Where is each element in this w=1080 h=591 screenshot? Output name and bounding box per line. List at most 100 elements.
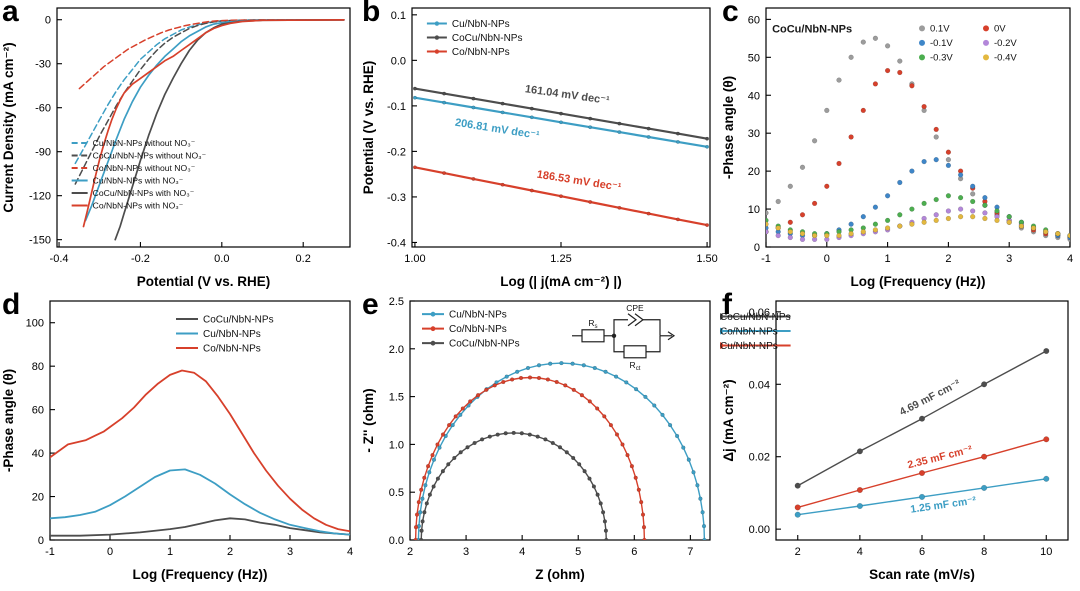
svg-text:Cu/NbN-NPs: Cu/NbN-NPs — [452, 19, 510, 30]
svg-text:CoCu/NbN-NPs with NO₃⁻: CoCu/NbN-NPs with NO₃⁻ — [93, 188, 195, 198]
svg-text:Co/NbN-NPs without NO₃⁻: Co/NbN-NPs without NO₃⁻ — [93, 163, 196, 173]
svg-text:1.25: 1.25 — [550, 253, 571, 265]
svg-text:6: 6 — [919, 546, 925, 558]
svg-text:Log (| j(mA cm⁻²) |): Log (| j(mA cm⁻²) |) — [500, 274, 621, 289]
svg-text:-0.1V: -0.1V — [930, 38, 953, 49]
bode-phase-line-chart: -1 0 1 2 3 4 0 20 40 60 80 100 Log (Frequency (Hz)) -… — [0, 293, 360, 586]
svg-text:161.04 mV dec⁻¹: 161.04 mV dec⁻¹ — [524, 83, 610, 107]
svg-text:Co/NbN-NPs with NO₃⁻: Co/NbN-NPs with NO₃⁻ — [93, 201, 184, 211]
svg-text:-Phase angle (θ): -Phase angle (θ) — [1, 369, 16, 472]
svg-text:4: 4 — [857, 546, 863, 558]
svg-text:0.0: 0.0 — [214, 253, 229, 265]
svg-text:- Z'' (ohm): - Z'' (ohm) — [361, 388, 376, 452]
svg-text:Cu/NbN-NPs with NO₃⁻: Cu/NbN-NPs with NO₃⁻ — [93, 176, 184, 186]
svg-text:2.0: 2.0 — [389, 344, 404, 356]
svg-text:-Phase angle (θ): -Phase angle (θ) — [721, 76, 736, 179]
svg-text:-90: -90 — [35, 147, 51, 159]
svg-text:3: 3 — [463, 546, 469, 558]
svg-text:20: 20 — [748, 166, 760, 178]
panel-d-bode-comparison: d -1 0 1 2 3 4 0 20 40 60 80 100 Log (Frequency (Hz)… — [0, 288, 360, 586]
svg-text:4: 4 — [519, 546, 525, 558]
panel-label-b: b — [362, 0, 381, 28]
panel-label-c: c — [722, 0, 739, 28]
svg-text:Current Density (mA cm⁻²): Current Density (mA cm⁻²) — [1, 42, 16, 212]
svg-text:-0.4: -0.4 — [50, 253, 69, 265]
svg-text:0V: 0V — [994, 24, 1006, 35]
panel-a-lsv: a -0.4 -0.2 0.0 0.2 0 -30 -60 -90 -120 -150 Potent… — [0, 0, 360, 293]
svg-text:-0.4: -0.4 — [387, 237, 406, 249]
panel-b-tafel: b 1.00 1.25 1.50 0.1 0.0 -0.1 -0.2 -0.3 -0.4 Log … — [360, 0, 720, 293]
svg-text:0.5: 0.5 — [389, 487, 404, 499]
capacitance-scan-rate-chart: 2 4 6 8 10 0.00 0.02 0.04 0.06 Scan rate (mV/s) Δj… — [716, 293, 1080, 586]
svg-text:186.53 mV dec⁻¹: 186.53 mV dec⁻¹ — [536, 169, 622, 194]
svg-text:60: 60 — [748, 14, 760, 26]
svg-text:Co/NbN-NPs: Co/NbN-NPs — [203, 343, 261, 354]
svg-text:0: 0 — [754, 242, 760, 254]
svg-text:0.0: 0.0 — [389, 535, 404, 547]
svg-text:CPE: CPE — [626, 303, 644, 313]
svg-text:10: 10 — [1040, 546, 1052, 558]
panel-label-f: f — [722, 288, 732, 321]
svg-text:40: 40 — [32, 448, 44, 460]
svg-text:-0.2V: -0.2V — [994, 38, 1017, 49]
svg-text:CoCu/NbN-NPs: CoCu/NbN-NPs — [449, 339, 520, 350]
svg-text:Δj (mA cm⁻²): Δj (mA cm⁻²) — [721, 379, 736, 461]
svg-text:100: 100 — [26, 318, 44, 330]
svg-text:Co/NbN-NPs: Co/NbN-NPs — [449, 324, 507, 335]
svg-text:-120: -120 — [29, 191, 51, 203]
svg-text:0: 0 — [38, 535, 44, 547]
svg-text:2.5: 2.5 — [389, 296, 404, 308]
svg-text:Potential (V vs. RHE): Potential (V vs. RHE) — [361, 61, 376, 195]
panel-label-e: e — [362, 288, 379, 321]
svg-text:0.2: 0.2 — [296, 253, 311, 265]
svg-text:Potential (V vs. RHE): Potential (V vs. RHE) — [137, 274, 271, 289]
svg-text:4: 4 — [1067, 253, 1073, 265]
svg-text:Co/NbN-NPs: Co/NbN-NPs — [720, 327, 778, 338]
svg-text:-0.3V: -0.3V — [930, 53, 953, 64]
svg-text:CoCu/NbN-NPs: CoCu/NbN-NPs — [452, 33, 523, 44]
svg-text:0.1: 0.1 — [391, 10, 406, 22]
svg-text:0.04: 0.04 — [749, 379, 770, 391]
svg-text:2: 2 — [795, 546, 801, 558]
svg-text:6: 6 — [631, 546, 637, 558]
svg-text:2.35 mF cm⁻²: 2.35 mF cm⁻² — [906, 443, 974, 471]
svg-text:-0.2: -0.2 — [131, 253, 150, 265]
svg-text:0: 0 — [824, 253, 830, 265]
tafel-slope-chart: 1.00 1.25 1.50 0.1 0.0 -0.1 -0.2 -0.3 -0.4 Log (|… — [360, 0, 720, 293]
svg-text:-1: -1 — [761, 253, 771, 265]
panel-label-a: a — [2, 0, 19, 28]
svg-text:-0.3: -0.3 — [387, 192, 406, 204]
svg-text:-30: -30 — [35, 59, 51, 71]
svg-text:-150: -150 — [29, 235, 51, 247]
svg-text:2: 2 — [407, 546, 413, 558]
svg-text:CoCu/NbN-NPs: CoCu/NbN-NPs — [720, 312, 791, 323]
svg-text:8: 8 — [981, 546, 987, 558]
nyquist-eis-chart: 2 3 4 5 6 7 0.0 0.5 1.0 1.5 2.0 2.5 Z (ohm) - Z'' (oh… — [360, 293, 720, 586]
svg-text:0: 0 — [107, 546, 113, 558]
svg-text:30: 30 — [748, 128, 760, 140]
svg-text:3: 3 — [1006, 253, 1012, 265]
svg-text:7: 7 — [687, 546, 693, 558]
svg-text:0.02: 0.02 — [749, 452, 770, 464]
svg-text:60: 60 — [32, 405, 44, 417]
svg-text:CoCu/NbN-NPs: CoCu/NbN-NPs — [772, 24, 852, 36]
svg-text:-0.1: -0.1 — [387, 101, 406, 113]
svg-text:-0.4V: -0.4V — [994, 53, 1017, 64]
svg-text:50: 50 — [748, 52, 760, 64]
svg-text:Log (Frequency (Hz)): Log (Frequency (Hz)) — [851, 274, 986, 289]
svg-text:CoCu/NbN-NPs: CoCu/NbN-NPs — [203, 314, 274, 325]
panel-e-nyquist: e 2 3 4 5 6 7 0.0 0.5 1.0 1.5 2.0 2.5 Z (ohm) - Z'' (… — [360, 288, 720, 586]
svg-text:1.0: 1.0 — [389, 439, 404, 451]
svg-text:1.00: 1.00 — [404, 253, 425, 265]
svg-text:1: 1 — [167, 546, 173, 558]
svg-text:Scan rate (mV/s): Scan rate (mV/s) — [869, 567, 975, 582]
svg-text:0: 0 — [45, 15, 51, 27]
svg-text:0.00: 0.00 — [749, 524, 770, 536]
svg-text:20: 20 — [32, 492, 44, 504]
svg-text:3: 3 — [287, 546, 293, 558]
svg-text:Cu/NbN-NPs: Cu/NbN-NPs — [203, 329, 261, 340]
svg-text:40: 40 — [748, 90, 760, 102]
svg-text:4: 4 — [347, 546, 353, 558]
svg-text:1: 1 — [885, 253, 891, 265]
